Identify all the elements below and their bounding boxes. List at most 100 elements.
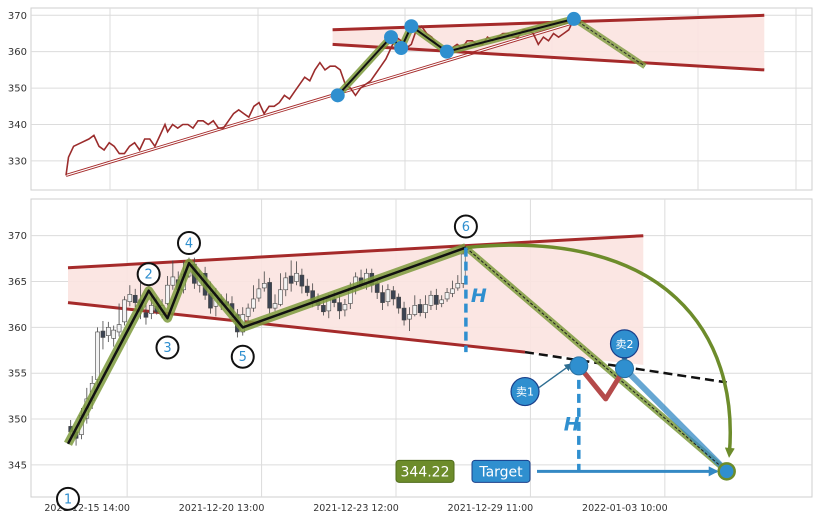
candle-body-65 — [417, 304, 423, 313]
pivot-circle-2 — [136, 262, 161, 287]
candle-body-42 — [294, 272, 299, 282]
main-projection-blue — [622, 366, 729, 474]
overview-ytick-label: 330 — [8, 156, 27, 167]
overview-pivot-marker-6 — [566, 11, 581, 26]
overview-panel: 330 340 350 360 370 — [8, 7, 813, 191]
main-curved-arrow — [465, 243, 735, 458]
pivot-circle-5 — [230, 344, 255, 369]
candle-body-61 — [396, 296, 401, 309]
candle-body-35 — [256, 288, 262, 299]
pivot-label: 5 — [239, 350, 247, 365]
candle-body-34 — [251, 298, 256, 309]
candle-body-59 — [385, 289, 391, 302]
candle-body-64 — [412, 305, 418, 315]
sell-badge-2 — [609, 329, 640, 359]
overview-wedge-fill — [332, 15, 765, 70]
candle-body-14 — [143, 312, 149, 318]
pivot-circle-4 — [176, 231, 201, 256]
overview-pivot-marker-4 — [404, 19, 419, 34]
candle-body-8 — [111, 329, 117, 339]
overview-pivot-marker-1 — [330, 88, 345, 103]
sell-badge-label: 卖2 — [616, 338, 634, 351]
main-height-label: H — [471, 285, 487, 307]
candle-body-58 — [380, 292, 385, 303]
pivot-label: 3 — [163, 341, 171, 356]
main-candlestick-panel: 2021-12-15 14:00 2021-12-20 13:00 2021-12-… — [8, 198, 813, 514]
candle-body-72 — [455, 283, 461, 289]
main-wedge-upper — [67, 234, 644, 270]
candle-body-71 — [450, 288, 455, 294]
pivot-label: 1 — [64, 492, 72, 507]
main-ytick-label: 360 — [8, 323, 27, 334]
candle-body-43 — [299, 274, 305, 287]
main-xtick-label: 2021-12-23 12:00 — [313, 503, 399, 514]
overview-ytick-label: 370 — [8, 11, 27, 22]
candle-body-38 — [272, 303, 278, 309]
candle-body-39 — [278, 289, 283, 305]
candle-body-41 — [288, 275, 294, 284]
main-xtick-label: 2021-12-15 14:00 — [44, 503, 130, 514]
main-pattern-core — [66, 246, 467, 445]
candle-body-33 — [245, 307, 251, 317]
sell-badge-1 — [510, 376, 540, 407]
target-badge-label: Target — [478, 464, 523, 480]
main-xtick-label: 2022-01-03 10:00 — [582, 503, 668, 514]
candle-body-67 — [428, 294, 434, 306]
candle-body-9 — [116, 324, 122, 333]
candle-body-44 — [304, 285, 310, 293]
candle-body-37 — [267, 282, 272, 309]
pivot-circle-1 — [56, 486, 80, 511]
candle-body-10 — [122, 299, 127, 323]
main-xtick-label: 2021-12-29 11:00 — [448, 503, 534, 514]
target-price-label: 344.22 — [401, 464, 450, 480]
candle-body-63 — [407, 314, 412, 320]
overview-pattern-core — [336, 17, 575, 97]
target-point-marker — [717, 462, 736, 481]
overview-support-line-inner — [65, 22, 575, 176]
candle-body-60 — [391, 290, 396, 300]
main-ytick-label: 355 — [8, 369, 27, 380]
pivot-circle-6 — [453, 214, 478, 239]
candle-body-51 — [342, 304, 348, 311]
overview-pivot-marker-3 — [394, 41, 409, 56]
main-xtick-label: 2021-12-20 13:00 — [179, 503, 265, 514]
main-projection-core — [465, 247, 728, 472]
pivot-label: 4 — [185, 237, 193, 252]
candle-body-40 — [283, 277, 289, 291]
candle-body-18 — [165, 284, 170, 304]
target-price-badge — [395, 459, 455, 483]
candle-body-7 — [106, 327, 111, 336]
main-ytick-label: 365 — [8, 277, 27, 288]
main-ytick-label: 370 — [8, 231, 27, 242]
candle-body-70 — [444, 292, 450, 300]
overview-projection-core — [573, 18, 646, 67]
candle-body-6 — [100, 330, 106, 338]
candle-body-11 — [127, 294, 133, 302]
candle-body-66 — [423, 304, 428, 313]
overview-ytick-label: 350 — [8, 84, 27, 95]
overview-pivot-marker-2 — [384, 30, 399, 45]
candle-body-47 — [321, 305, 326, 313]
sell-badge-label: 卖1 — [516, 386, 534, 399]
sell-point-marker-1 — [569, 356, 589, 376]
main-ytick-label: 350 — [8, 415, 27, 426]
overview-ytick-label: 360 — [8, 47, 27, 58]
candle-body-15 — [149, 305, 154, 314]
main-frame — [30, 198, 813, 498]
candle-body-57 — [374, 283, 380, 293]
candle-body-36 — [261, 283, 267, 289]
overview-ytick-label: 340 — [8, 120, 27, 131]
main-sell-path — [576, 364, 627, 402]
candle-body-5 — [95, 331, 100, 380]
main-wedge-fill — [68, 235, 644, 365]
candle-body-12 — [132, 294, 138, 303]
candle-body-62 — [401, 307, 407, 321]
candle-body-69 — [439, 299, 444, 304]
pivot-label: 2 — [145, 268, 153, 283]
main-ytick-label: 345 — [8, 460, 27, 471]
candle-body-50 — [337, 302, 342, 312]
candle-body-19 — [170, 276, 176, 286]
pivot-circle-3 — [155, 335, 180, 360]
overview-pivot-marker-5 — [439, 44, 454, 59]
